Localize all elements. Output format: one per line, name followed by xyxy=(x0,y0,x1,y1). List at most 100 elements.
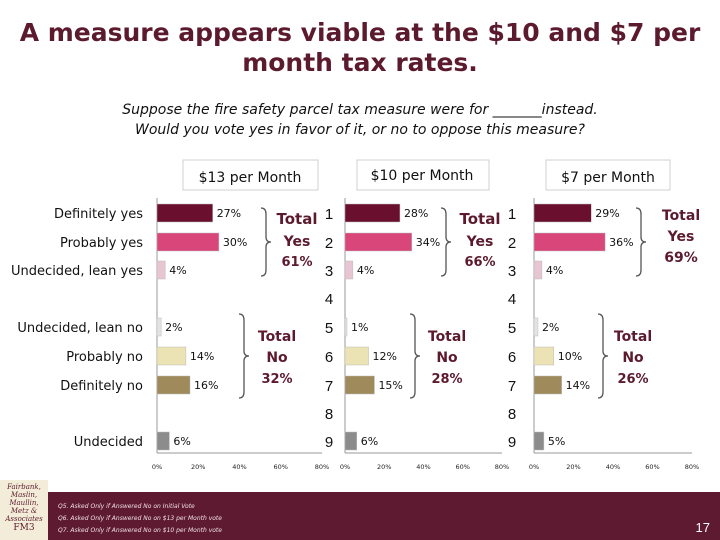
bar xyxy=(533,232,606,252)
total-yes-bracket xyxy=(635,207,647,277)
bar-value-label: 10% xyxy=(558,350,582,363)
x-tick-label: 40% xyxy=(232,463,246,471)
bar xyxy=(533,346,554,366)
total-yes-value: 66% xyxy=(464,255,495,270)
x-tick-label: 0% xyxy=(340,463,350,471)
bar-value-label: 6% xyxy=(361,435,378,448)
bar-value-label: 2% xyxy=(542,321,559,334)
total-yes-label: Total xyxy=(662,208,700,224)
x-tick-label: 20% xyxy=(377,463,391,471)
bar-value-label: 4% xyxy=(357,264,374,277)
bar xyxy=(533,203,592,223)
bar xyxy=(344,375,375,395)
panel-title-box xyxy=(182,159,319,191)
panel-title: $10 per Month xyxy=(371,168,474,184)
total-no-bracket xyxy=(238,313,250,399)
logo-line: Maullin, xyxy=(9,499,39,507)
vote-chart: Definitely yes Probably yes Undecided, lea… xyxy=(11,159,700,471)
bar-value-label: 28% xyxy=(404,207,428,220)
bar-value-label: 16% xyxy=(194,379,218,392)
category-label: Probably no xyxy=(66,350,143,365)
panel-title: $7 per Month xyxy=(561,170,655,186)
bar-value-label: 14% xyxy=(566,379,590,392)
x-tick-label: 20% xyxy=(566,463,580,471)
logo-line: Associates xyxy=(5,515,43,523)
total-yes-bracket xyxy=(440,207,452,277)
total-no-label: Total xyxy=(258,329,296,345)
question-number: 1 xyxy=(508,206,516,223)
logo-line: Fairbank, xyxy=(7,483,41,491)
x-tick-label: 60% xyxy=(456,463,470,471)
total-yes-bracket xyxy=(260,207,272,277)
bar-value-label: 2% xyxy=(165,321,182,334)
question-number: 1 xyxy=(325,206,333,223)
bar-value-label: 12% xyxy=(373,350,397,363)
page-number: 17 xyxy=(695,520,710,535)
x-tick-label: 40% xyxy=(606,463,620,471)
bar-value-label: 27% xyxy=(217,207,241,220)
footnote-q6: Q6. Asked Only if Answered No on $13 per… xyxy=(58,515,222,522)
question-number: 3 xyxy=(325,263,333,280)
page-title: A measure appears viable at the $10 and … xyxy=(0,18,720,78)
question-number: 9 xyxy=(325,434,333,451)
logo-line: Metz & xyxy=(10,507,38,515)
bar xyxy=(156,260,166,280)
question-number: 2 xyxy=(325,235,333,252)
question-number: 2 xyxy=(508,235,516,252)
category-label: Undecided, lean no xyxy=(17,321,143,336)
bar xyxy=(344,346,369,366)
bar xyxy=(344,431,358,451)
bar xyxy=(156,431,170,451)
question-number: 9 xyxy=(508,434,516,451)
question-text: Suppose the fire safety parcel tax measu… xyxy=(0,100,720,140)
total-yes-sub: Yes xyxy=(466,234,494,250)
bar xyxy=(156,317,162,337)
x-tick-label: 60% xyxy=(274,463,288,471)
panel-title-box xyxy=(356,159,490,191)
total-yes-sub: Yes xyxy=(283,234,311,250)
bar-value-label: 1% xyxy=(351,321,368,334)
total-no-bracket xyxy=(409,313,421,399)
bar xyxy=(156,346,187,366)
question-number: 8 xyxy=(508,406,516,423)
logo-line: FM3 xyxy=(13,523,35,533)
bar xyxy=(533,431,545,451)
total-yes-label: Total xyxy=(460,210,501,228)
question-number: 6 xyxy=(325,349,333,366)
logo-line: Maslin, xyxy=(10,491,38,499)
total-no-sub: No xyxy=(436,350,458,366)
category-label: Definitely no xyxy=(60,379,143,394)
panel-title-box xyxy=(545,159,671,191)
footer-bar xyxy=(0,492,720,540)
bar xyxy=(344,260,354,280)
category-label: Definitely yes xyxy=(54,207,143,222)
question-line-1: Suppose the fire safety parcel tax measu… xyxy=(122,102,598,118)
question-number: 4 xyxy=(508,291,516,308)
question-line-2: Would you vote yes in favor of it, or no… xyxy=(135,122,585,138)
x-tick-label: 80% xyxy=(315,463,329,471)
total-yes-label: Total xyxy=(277,210,318,228)
total-no-value: 32% xyxy=(261,372,292,387)
question-number: 6 xyxy=(508,349,516,366)
x-tick-label: 0% xyxy=(152,463,162,471)
x-tick-label: 60% xyxy=(645,463,659,471)
total-yes-sub: Yes xyxy=(667,229,695,245)
total-no-bracket xyxy=(597,313,609,399)
bar xyxy=(344,232,412,252)
total-no-value: 26% xyxy=(617,372,648,387)
bar-value-label: 14% xyxy=(190,350,214,363)
total-no-sub: No xyxy=(622,350,644,366)
x-tick-label: 80% xyxy=(685,463,699,471)
category-label: Probably yes xyxy=(60,236,143,251)
question-number: 5 xyxy=(325,320,333,337)
total-no-value: 28% xyxy=(431,372,462,387)
title-line-2: month tax rates. xyxy=(242,48,478,77)
bar xyxy=(533,260,543,280)
bar-value-label: 30% xyxy=(223,236,247,249)
footnotes: Q5. Asked Only if Answered No on Initial… xyxy=(58,501,222,537)
question-number: 3 xyxy=(508,263,516,280)
question-number: 5 xyxy=(508,320,516,337)
bar-value-label: 36% xyxy=(609,236,633,249)
bar xyxy=(533,317,539,337)
total-yes-value: 69% xyxy=(664,250,698,266)
